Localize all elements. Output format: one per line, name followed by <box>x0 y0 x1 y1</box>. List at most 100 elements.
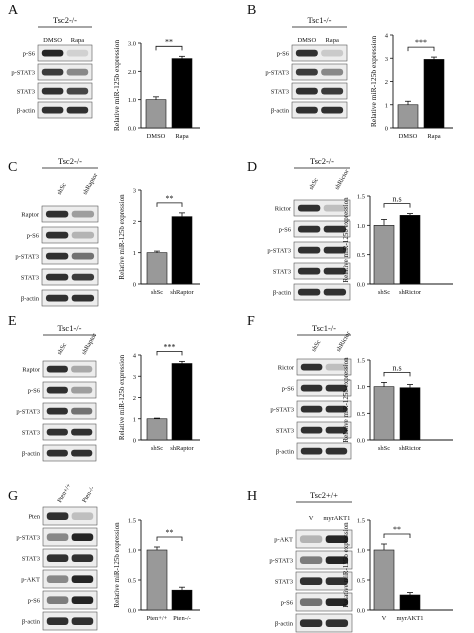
blot-band <box>300 405 323 413</box>
y-tick-label: 1 <box>133 416 136 423</box>
y-tick-label: 1.0 <box>357 223 365 230</box>
bar <box>399 215 421 285</box>
blot-strip <box>37 63 93 81</box>
blot-row-label: STAT3 <box>273 269 291 276</box>
panel-letter: H <box>247 489 257 504</box>
blot-row-label: p-S6 <box>281 600 294 607</box>
blot-row-label: STAT3 <box>271 89 289 96</box>
blot-band <box>299 619 323 627</box>
blot-row-label: β-actin <box>275 621 294 628</box>
y-tick-label: 0.5 <box>357 252 365 259</box>
blot-band <box>323 246 347 254</box>
blot-band <box>321 49 344 57</box>
blot-band <box>71 533 94 541</box>
lane-label: shSc <box>310 339 322 353</box>
panel-letter: E <box>8 314 17 329</box>
x-tick-label: V <box>382 615 387 622</box>
blot-row-label: p-S6 <box>279 227 292 234</box>
y-tick-label: 1 <box>133 250 136 257</box>
lane-label: shRaptor <box>82 171 100 196</box>
blot-band <box>71 596 94 604</box>
blot-row-label: p-S6 <box>23 51 36 58</box>
blot-band <box>46 449 68 457</box>
significance-bracket <box>383 372 411 377</box>
y-tick-label: 0.0 <box>357 282 365 289</box>
y-tick-label: 4 <box>133 353 137 360</box>
blot-row-label: p-S6 <box>28 598 41 605</box>
y-tick-label: 0 <box>385 126 388 133</box>
y-tick-label: 1.5 <box>357 518 365 525</box>
blot-strip <box>293 199 351 217</box>
bar <box>146 418 168 441</box>
blot-band <box>46 575 69 583</box>
blot-band <box>323 204 347 212</box>
blot-band <box>45 210 69 218</box>
blot-row-label: STAT3 <box>17 89 35 96</box>
blot-band <box>299 577 323 585</box>
blot-strip <box>42 611 98 631</box>
blot-row-label: β-actin <box>271 108 290 115</box>
blot-band <box>46 554 69 562</box>
blot-band <box>325 598 349 606</box>
lane-label: shRictor <box>334 168 351 191</box>
blot-strip <box>295 592 353 612</box>
y-tick-label: 1.0 <box>128 97 136 104</box>
x-tick-label: Pten-/- <box>173 615 191 622</box>
y-axis-label: Relative miR-125b expression <box>118 354 126 440</box>
y-axis-label: Relative miR-125b expression <box>342 357 350 443</box>
blot-row-label: p-STAT3 <box>11 70 35 77</box>
blot-band <box>321 68 344 76</box>
bar <box>171 58 193 129</box>
bar <box>373 386 395 441</box>
blot-band <box>297 225 321 233</box>
significance-label: n.s <box>392 363 401 372</box>
blot-band <box>325 535 349 543</box>
blot-band <box>295 87 318 95</box>
x-tick-label: DMSO <box>147 133 166 140</box>
blot-row-label: p-STAT3 <box>267 248 291 255</box>
blot-strip <box>296 400 352 418</box>
blot-band <box>66 49 89 57</box>
bar <box>171 589 193 611</box>
blot-band <box>325 405 348 413</box>
y-tick-label: 3 <box>133 374 136 381</box>
bar <box>373 549 395 611</box>
blot-band <box>71 407 93 415</box>
blot-row-label: STAT3 <box>21 275 39 282</box>
y-axis-label: Relative miR-125b expression <box>118 194 126 280</box>
blot-band <box>46 617 69 625</box>
bar-chart: 0.0 0.5 1.0 1.5 Relative miR-125b expression… <box>113 518 200 622</box>
blot-band <box>41 49 64 57</box>
blot-band <box>71 252 95 260</box>
blot-row-label: Raptor <box>22 367 41 374</box>
blot-strip <box>42 381 97 399</box>
genotype-label: Tsc2-/- <box>53 15 77 25</box>
y-axis-label: Relative miR-125b expression <box>113 522 121 608</box>
x-tick-label: shRaptor <box>170 445 194 452</box>
blot-band <box>295 68 318 76</box>
bar <box>397 104 419 129</box>
panel-c: C Tsc2-/- shSc shRaptor Raptor p-S6 p-STAT3 STA… <box>8 156 200 307</box>
blot-band <box>323 288 347 296</box>
y-tick-label: 1.0 <box>357 384 365 391</box>
y-axis-label: Relative miR-125b expression <box>342 197 350 283</box>
blot-band <box>71 231 95 239</box>
blot-row-label: p-STAT3 <box>270 407 294 414</box>
blot-strip <box>291 101 348 119</box>
bar <box>399 387 421 441</box>
x-tick-label: shRictor <box>399 445 422 452</box>
significance-label: *** <box>164 342 176 351</box>
blot-row-label: p-S6 <box>28 388 41 395</box>
blot-strip <box>37 44 93 62</box>
blot-band <box>71 294 95 302</box>
y-tick-label: 1.5 <box>357 194 365 201</box>
lane-label: Pten+/+ <box>56 482 73 504</box>
genotype-label: Tsc1-/- <box>312 323 336 333</box>
blot-strip <box>37 82 93 100</box>
blot-row-label: STAT3 <box>275 579 293 586</box>
panel-letter: A <box>8 3 19 18</box>
blot-row-label: STAT3 <box>22 430 40 437</box>
lane-label: DMSO <box>297 37 316 44</box>
bar-chart: 0.0 0.5 1.0 1.5 Relative miR-125b expression… <box>342 194 453 296</box>
